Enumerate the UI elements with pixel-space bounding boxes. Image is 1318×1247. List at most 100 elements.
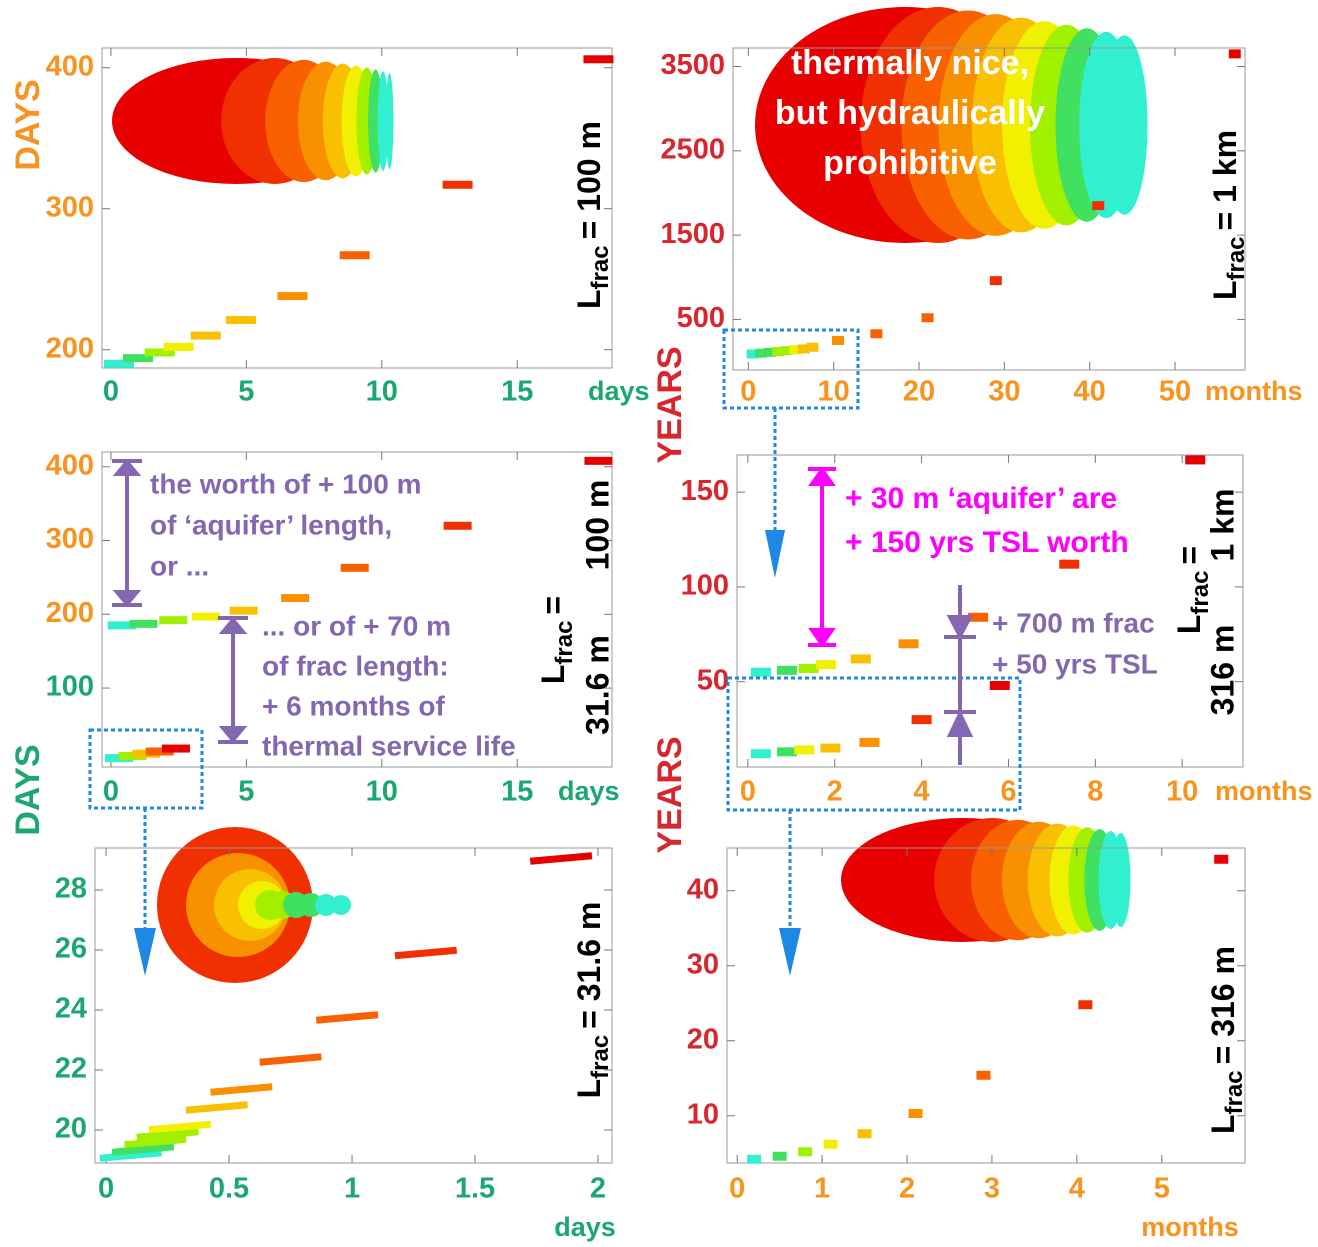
span-arrow	[112, 461, 142, 605]
data-dash	[281, 594, 309, 602]
y-tick-label: 200	[46, 597, 94, 629]
zoom-arrow	[765, 530, 785, 578]
span-arrow	[808, 469, 836, 645]
x-tick-label: 1.5	[455, 1173, 495, 1205]
lfrac-label: Lfrac= 100 m	[571, 121, 614, 309]
y-tick-label: 30	[687, 948, 719, 980]
x-tick-label: 6	[1000, 776, 1016, 808]
x-tick-label: 1	[344, 1173, 360, 1205]
lfrac-value: = 316 m	[1205, 946, 1241, 1064]
data-dash	[773, 1152, 787, 1161]
lfrac-label: Lfrac =	[535, 596, 578, 684]
x-tick-label: 20	[903, 376, 935, 408]
lfrac-subscript: frac	[1187, 571, 1214, 615]
data-dash	[277, 292, 307, 300]
illustration	[1111, 833, 1130, 927]
lfrac-value: 316 m	[1204, 625, 1240, 716]
x-tick-label: 0	[740, 776, 756, 808]
y-tick-label: 150	[681, 475, 729, 507]
annotation: + 150 yrs TSL worth	[845, 526, 1129, 559]
x-unit: days	[554, 1212, 616, 1242]
y-tick-label: 300	[46, 191, 94, 223]
data-dash	[820, 744, 840, 753]
data-dash	[316, 1011, 378, 1023]
x-tick-label: 0	[98, 1173, 114, 1205]
lfrac-symbol: L	[1205, 1114, 1241, 1134]
illustration	[331, 895, 351, 915]
lfrac-value: 31.6 m	[579, 635, 615, 735]
y-tick-label: 24	[55, 993, 87, 1025]
data-dash	[1059, 560, 1079, 569]
lfrac-symbol: L	[1207, 281, 1243, 301]
zoom-arrow	[779, 928, 801, 976]
x-tick-label: 3	[984, 1173, 1000, 1205]
data-dash	[159, 616, 187, 624]
x-tick-label: 10	[818, 376, 850, 408]
y-tick-label: 500	[677, 302, 725, 334]
data-dash	[1229, 49, 1241, 58]
data-dash	[899, 639, 919, 648]
data-dash	[444, 522, 472, 530]
x-tick-label: 4	[1069, 1173, 1085, 1205]
lfrac-value: = 100 m	[571, 121, 607, 239]
y-tick-label: 300	[46, 523, 94, 555]
annotation: thermal service life	[262, 730, 516, 761]
data-dash	[230, 607, 258, 615]
y-tick-label: 2500	[660, 133, 725, 165]
data-dash	[1185, 455, 1205, 464]
x-tick-label: 40	[1074, 376, 1106, 408]
data-dash	[164, 343, 194, 351]
lfrac-subscript: frac	[1223, 236, 1250, 280]
data-dash	[751, 668, 771, 677]
x-tick-label: 5	[238, 376, 254, 408]
data-dash	[226, 316, 256, 324]
x-tick-label: 2	[899, 1173, 915, 1205]
x-unit: days	[588, 376, 650, 406]
y-tick-label: 100	[46, 671, 94, 703]
data-dash	[777, 666, 797, 675]
x-tick-label: 1	[814, 1173, 830, 1205]
lfrac-value: =	[535, 596, 571, 615]
lfrac-value: = 31.6 m	[571, 902, 607, 1029]
y-tick-label: 28	[55, 873, 87, 905]
lfrac-symbol: L	[535, 665, 571, 685]
lfrac-subscript: frac	[587, 1035, 614, 1079]
data-dash	[259, 1053, 321, 1065]
x-tick-label: 0	[729, 1173, 745, 1205]
y-tick-label: 100	[681, 570, 729, 602]
data-dash	[824, 1140, 838, 1149]
x-tick-label: 0	[740, 376, 756, 408]
x-tick-label: 15	[501, 376, 533, 408]
x-tick-label: 10	[366, 776, 398, 808]
page: 200300400051015daysDAYSLfrac= 100 m50015…	[0, 0, 1318, 1247]
data-dash	[858, 1129, 872, 1138]
data-dash	[832, 336, 844, 345]
data-dash	[583, 55, 613, 63]
data-dash	[340, 251, 370, 259]
data-dash	[777, 747, 797, 756]
data-dash	[816, 660, 836, 669]
data-dash	[1078, 1000, 1092, 1009]
data-dash	[751, 749, 771, 758]
data-dash	[191, 332, 221, 340]
zoom-arrow	[134, 928, 156, 976]
data-dash	[794, 745, 814, 754]
illustration	[1101, 35, 1147, 214]
x-tick-label: 0	[103, 376, 119, 408]
lfrac-subscript: frac	[551, 621, 578, 665]
y-axis-title: YEARS	[651, 736, 689, 853]
panels: 200300400051015daysDAYSLfrac= 100 m50015…	[9, 44, 1313, 1242]
data-dash	[976, 1071, 990, 1080]
y-tick-label: 22	[55, 1053, 87, 1085]
data-dash	[584, 457, 612, 465]
x-tick-label: 50	[1159, 376, 1191, 408]
annotation: but hydraulically	[775, 94, 1045, 132]
data-dash	[922, 313, 934, 322]
y-tick-label: 400	[46, 50, 94, 82]
y-axis-title: DAYS	[9, 744, 47, 835]
lfrac-value: =	[1171, 546, 1207, 565]
x-tick-label: 4	[914, 776, 930, 808]
annotation: or ...	[150, 550, 209, 581]
lfrac-value: 1 km	[1204, 489, 1240, 562]
data-dash	[909, 1109, 923, 1118]
